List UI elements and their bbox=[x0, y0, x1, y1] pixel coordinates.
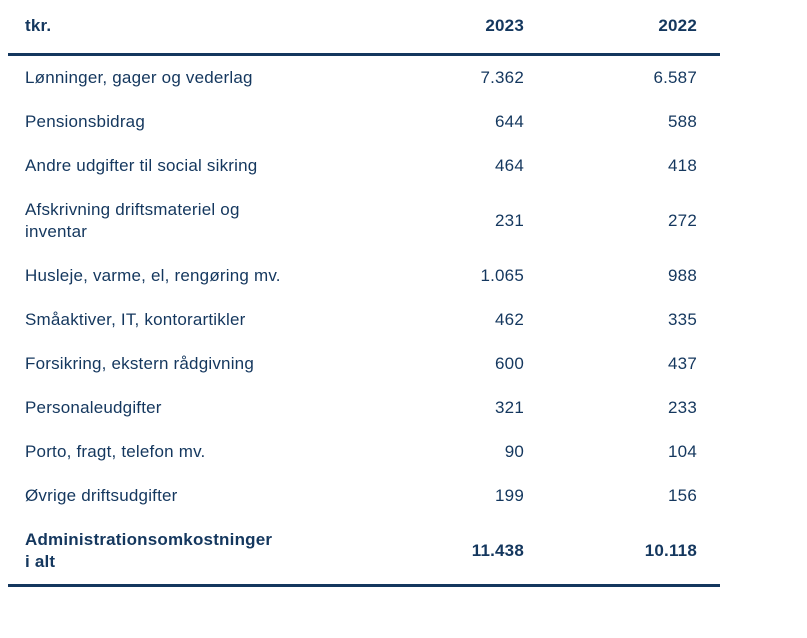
row-label: Personaleudgifter bbox=[25, 398, 162, 417]
value-2022: 588 bbox=[668, 112, 697, 131]
column-header-2023: 2023 bbox=[485, 16, 524, 35]
row-spacer bbox=[697, 100, 720, 144]
row-spacer bbox=[697, 254, 720, 298]
row-label: Småaktiver, IT, kontorartikler bbox=[25, 310, 246, 329]
row-spacer bbox=[697, 386, 720, 430]
total-label: Administrationsomkostninger i alt bbox=[25, 530, 273, 571]
value-2022: 104 bbox=[668, 442, 697, 461]
row-spacer bbox=[697, 144, 720, 188]
row-spacer bbox=[697, 474, 720, 518]
table-row: Afskrivning driftsmateriel og inventar 2… bbox=[8, 188, 720, 254]
table-row: Pensionsbidrag 644 588 bbox=[8, 100, 720, 144]
table-row: Småaktiver, IT, kontorartikler 462 335 bbox=[8, 298, 720, 342]
column-header-2022: 2022 bbox=[658, 16, 697, 35]
row-label: Øvrige driftsudgifter bbox=[25, 486, 178, 505]
value-2023: 199 bbox=[495, 486, 524, 505]
row-label: Lønninger, gager og vederlag bbox=[25, 68, 253, 87]
total-value-2022: 10.118 bbox=[644, 541, 697, 560]
row-spacer bbox=[697, 55, 720, 101]
row-spacer bbox=[697, 188, 720, 254]
row-label: Pensionsbidrag bbox=[25, 112, 145, 131]
value-2022: 272 bbox=[668, 211, 697, 230]
row-spacer bbox=[697, 518, 720, 586]
value-2023: 462 bbox=[495, 310, 524, 329]
unit-header: tkr. bbox=[25, 16, 52, 35]
row-label: Andre udgifter til social sikring bbox=[25, 156, 258, 175]
value-2022: 437 bbox=[668, 354, 697, 373]
row-label: Forsikring, ekstern rådgivning bbox=[25, 354, 254, 373]
value-2023: 464 bbox=[495, 156, 524, 175]
header-row: tkr. 2023 2022 bbox=[8, 0, 720, 55]
total-value-2023: 11.438 bbox=[471, 541, 524, 560]
header-spacer bbox=[697, 0, 720, 55]
admin-costs-table: tkr. 2023 2022 Lønninger, gager og veder… bbox=[8, 0, 720, 587]
value-2023: 7.362 bbox=[480, 68, 524, 87]
total-row: Administrationsomkostninger i alt 11.438… bbox=[8, 518, 720, 586]
value-2023: 644 bbox=[495, 112, 524, 131]
table-row: Andre udgifter til social sikring 464 41… bbox=[8, 144, 720, 188]
value-2022: 988 bbox=[668, 266, 697, 285]
table-body: Lønninger, gager og vederlag 7.362 6.587… bbox=[8, 55, 720, 586]
row-spacer bbox=[697, 342, 720, 386]
value-2022: 418 bbox=[668, 156, 697, 175]
value-2022: 335 bbox=[668, 310, 697, 329]
value-2022: 6.587 bbox=[653, 68, 697, 87]
value-2022: 233 bbox=[668, 398, 697, 417]
value-2023: 231 bbox=[495, 211, 524, 230]
admin-costs-table-container: tkr. 2023 2022 Lønninger, gager og veder… bbox=[8, 0, 720, 587]
value-2022: 156 bbox=[668, 486, 697, 505]
value-2023: 1.065 bbox=[480, 266, 524, 285]
table-header: tkr. 2023 2022 bbox=[8, 0, 720, 55]
row-spacer bbox=[697, 298, 720, 342]
table-row: Personaleudgifter 321 233 bbox=[8, 386, 720, 430]
row-spacer bbox=[697, 430, 720, 474]
row-label: Husleje, varme, el, rengøring mv. bbox=[25, 266, 281, 285]
value-2023: 600 bbox=[495, 354, 524, 373]
value-2023: 90 bbox=[504, 442, 524, 461]
table-row: Øvrige driftsudgifter 199 156 bbox=[8, 474, 720, 518]
table-row: Husleje, varme, el, rengøring mv. 1.065 … bbox=[8, 254, 720, 298]
table-row: Lønninger, gager og vederlag 7.362 6.587 bbox=[8, 55, 720, 101]
row-label: Afskrivning driftsmateriel og inventar bbox=[25, 200, 240, 241]
row-label: Porto, fragt, telefon mv. bbox=[25, 442, 206, 461]
table-row: Porto, fragt, telefon mv. 90 104 bbox=[8, 430, 720, 474]
table-row: Forsikring, ekstern rådgivning 600 437 bbox=[8, 342, 720, 386]
value-2023: 321 bbox=[495, 398, 524, 417]
